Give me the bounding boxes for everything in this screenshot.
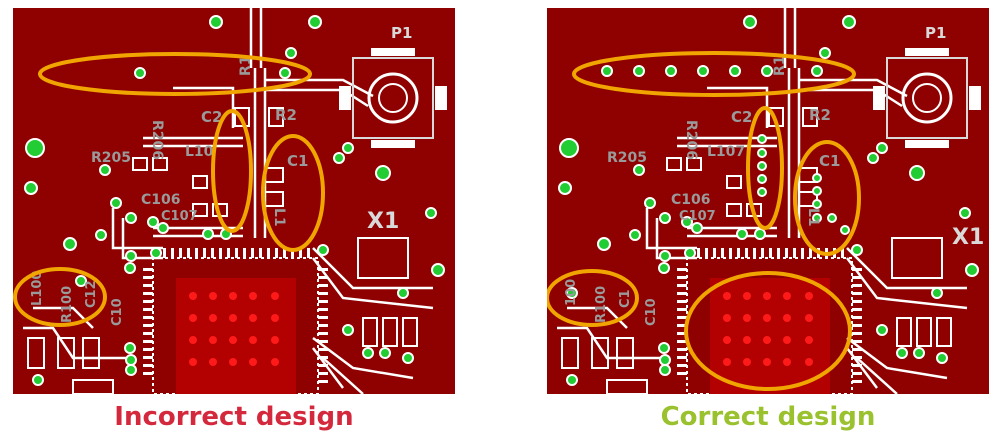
highlight-ellipse xyxy=(684,271,852,391)
label-l107: L107 xyxy=(707,144,745,160)
connector-p1 xyxy=(873,48,981,148)
label-r205: R205 xyxy=(607,150,647,166)
highlight-ellipse xyxy=(211,109,253,233)
label-c2: C2 xyxy=(201,108,222,126)
label-c1: C1 xyxy=(287,152,308,170)
label-r100: R100 xyxy=(594,286,609,323)
thermal-pad-vias xyxy=(723,292,813,366)
ground-vias xyxy=(558,15,979,386)
label-x1: X1 xyxy=(952,225,984,250)
highlight-ellipse xyxy=(38,52,312,96)
caption-correct-design: Correct design xyxy=(660,402,876,432)
caption-incorrect-design: Incorrect design xyxy=(114,402,354,432)
highlight-ellipse xyxy=(793,140,861,256)
label-r100: R100 xyxy=(60,286,75,323)
label-r1: R1 xyxy=(772,55,788,76)
label-c107: C107 xyxy=(679,209,716,224)
pcb-layout-correct: P1 R1 R2 C2 C1 L1 L107 R205 R206 C106 C1… xyxy=(547,8,989,394)
ground-vias xyxy=(24,15,445,386)
label-c10: C10 xyxy=(644,298,659,326)
correct-design-panel: P1 R1 R2 C2 C1 L1 L107 R205 R206 C106 C1… xyxy=(547,8,989,394)
ic-pins xyxy=(143,248,328,383)
label-c10: C10 xyxy=(110,298,125,326)
incorrect-design-panel: P1 R1 R2 C2 C1 L1 L10 R205 R206 C106 C10… xyxy=(13,8,455,394)
highlight-ellipse xyxy=(13,267,107,327)
component-pads xyxy=(561,107,952,394)
label-c106: C106 xyxy=(141,192,181,208)
highlight-markers xyxy=(13,52,325,327)
thermal-pad-vias xyxy=(189,292,279,366)
highlight-ellipse xyxy=(547,269,639,327)
highlight-ellipse xyxy=(746,106,784,230)
label-r206: R206 xyxy=(683,120,699,160)
label-r206: R206 xyxy=(149,120,165,160)
component-pads xyxy=(27,107,418,394)
highlight-ellipse xyxy=(261,134,325,252)
label-r1: R1 xyxy=(238,55,254,76)
label-l101: L10 xyxy=(185,144,214,160)
label-r2: R2 xyxy=(275,106,297,124)
label-l100: 100 xyxy=(564,279,579,306)
label-x1: X1 xyxy=(367,209,399,234)
ic-footprint xyxy=(152,257,319,394)
pcb-layout-incorrect: P1 R1 R2 C2 C1 L1 L10 R205 R206 C106 C10… xyxy=(13,8,455,394)
label-c1: C1 xyxy=(819,152,840,170)
label-l100: L100 xyxy=(30,271,45,306)
copper-traces xyxy=(557,8,968,394)
label-c106: C106 xyxy=(671,192,711,208)
label-r205: R205 xyxy=(91,150,131,166)
label-c2: C2 xyxy=(731,108,752,126)
label-p1: P1 xyxy=(391,24,412,42)
label-p1: P1 xyxy=(925,24,946,42)
connector-p1 xyxy=(339,48,447,148)
label-c12: C1 xyxy=(618,289,633,308)
label-l1: L1 xyxy=(271,208,287,227)
label-l1: L1 xyxy=(805,208,821,227)
label-c12: C12 xyxy=(84,280,99,308)
label-r2: R2 xyxy=(809,106,831,124)
highlight-markers xyxy=(547,51,861,391)
highlight-ellipse xyxy=(572,51,856,97)
label-c107: C107 xyxy=(161,209,198,224)
